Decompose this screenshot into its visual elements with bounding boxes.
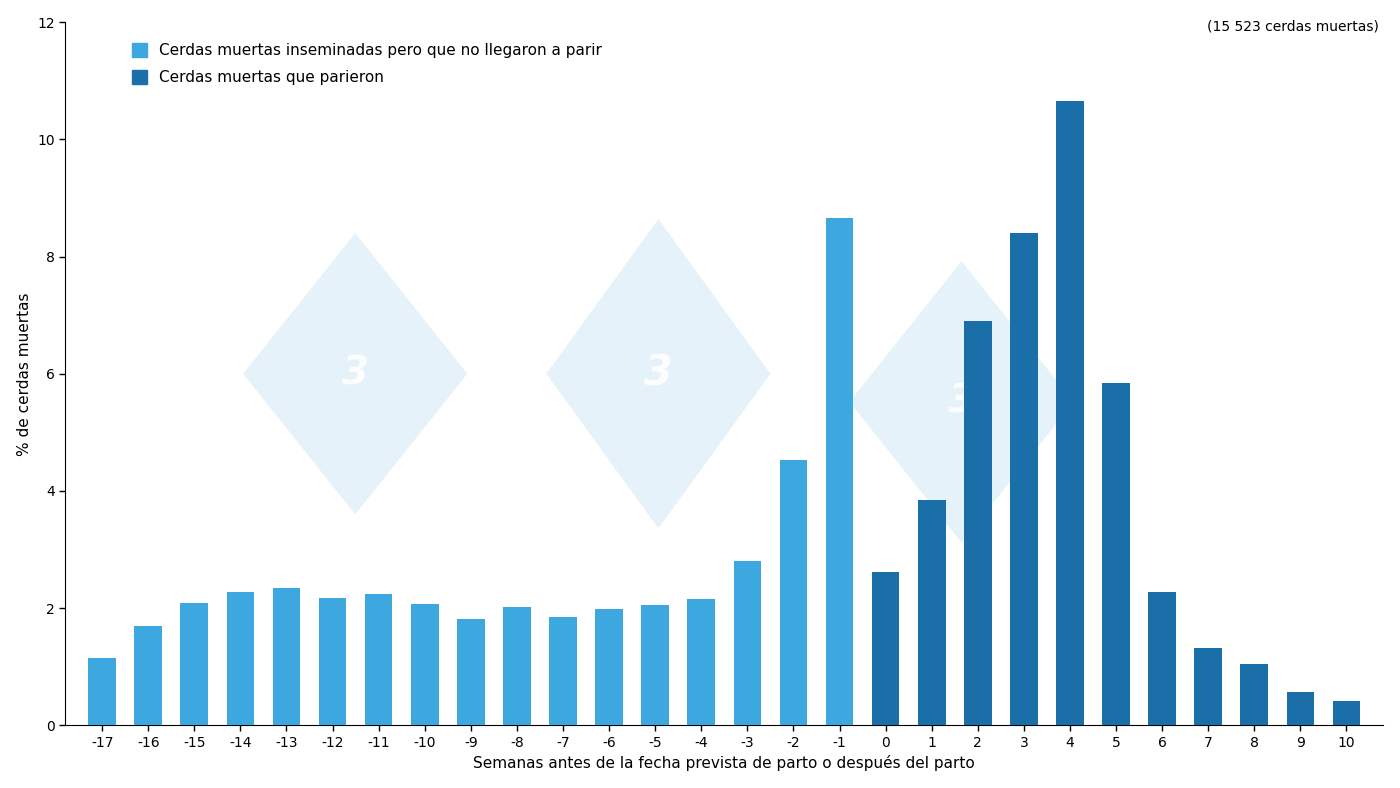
Bar bbox=[872, 572, 899, 726]
Bar bbox=[181, 604, 209, 726]
X-axis label: Semanas antes de la fecha prevista de parto o después del parto: Semanas antes de la fecha prevista de pa… bbox=[473, 756, 976, 771]
Bar bbox=[965, 321, 991, 726]
Bar bbox=[918, 500, 945, 726]
Polygon shape bbox=[850, 262, 1074, 542]
Y-axis label: % de cerdas muertas: % de cerdas muertas bbox=[17, 292, 32, 455]
Bar bbox=[687, 600, 715, 726]
Bar bbox=[780, 460, 808, 726]
Bar bbox=[273, 588, 301, 726]
Text: (15 523 cerdas muertas): (15 523 cerdas muertas) bbox=[1207, 20, 1379, 34]
Bar bbox=[412, 604, 438, 726]
Polygon shape bbox=[546, 219, 770, 529]
Bar bbox=[1102, 382, 1130, 726]
Legend: Cerdas muertas inseminadas pero que no llegaron a parir, Cerdas muertas que pari: Cerdas muertas inseminadas pero que no l… bbox=[126, 37, 608, 91]
Bar bbox=[88, 658, 116, 726]
Bar bbox=[134, 626, 162, 726]
Bar bbox=[1009, 233, 1037, 726]
Text: 3: 3 bbox=[342, 355, 368, 392]
Bar bbox=[826, 218, 854, 726]
Bar bbox=[227, 592, 255, 726]
Bar bbox=[1333, 701, 1361, 726]
Bar bbox=[456, 619, 484, 726]
Bar bbox=[734, 561, 762, 726]
Bar bbox=[595, 609, 623, 726]
Text: 3: 3 bbox=[644, 353, 673, 395]
Polygon shape bbox=[244, 233, 468, 515]
Bar bbox=[641, 605, 669, 726]
Bar bbox=[319, 597, 346, 726]
Bar bbox=[1240, 663, 1268, 726]
Bar bbox=[1194, 648, 1222, 726]
Bar bbox=[549, 617, 577, 726]
Bar bbox=[365, 593, 392, 726]
Bar bbox=[1287, 692, 1315, 726]
Bar bbox=[503, 607, 531, 726]
Bar bbox=[1056, 102, 1084, 726]
Bar bbox=[1148, 592, 1176, 726]
Text: 3: 3 bbox=[948, 383, 974, 421]
